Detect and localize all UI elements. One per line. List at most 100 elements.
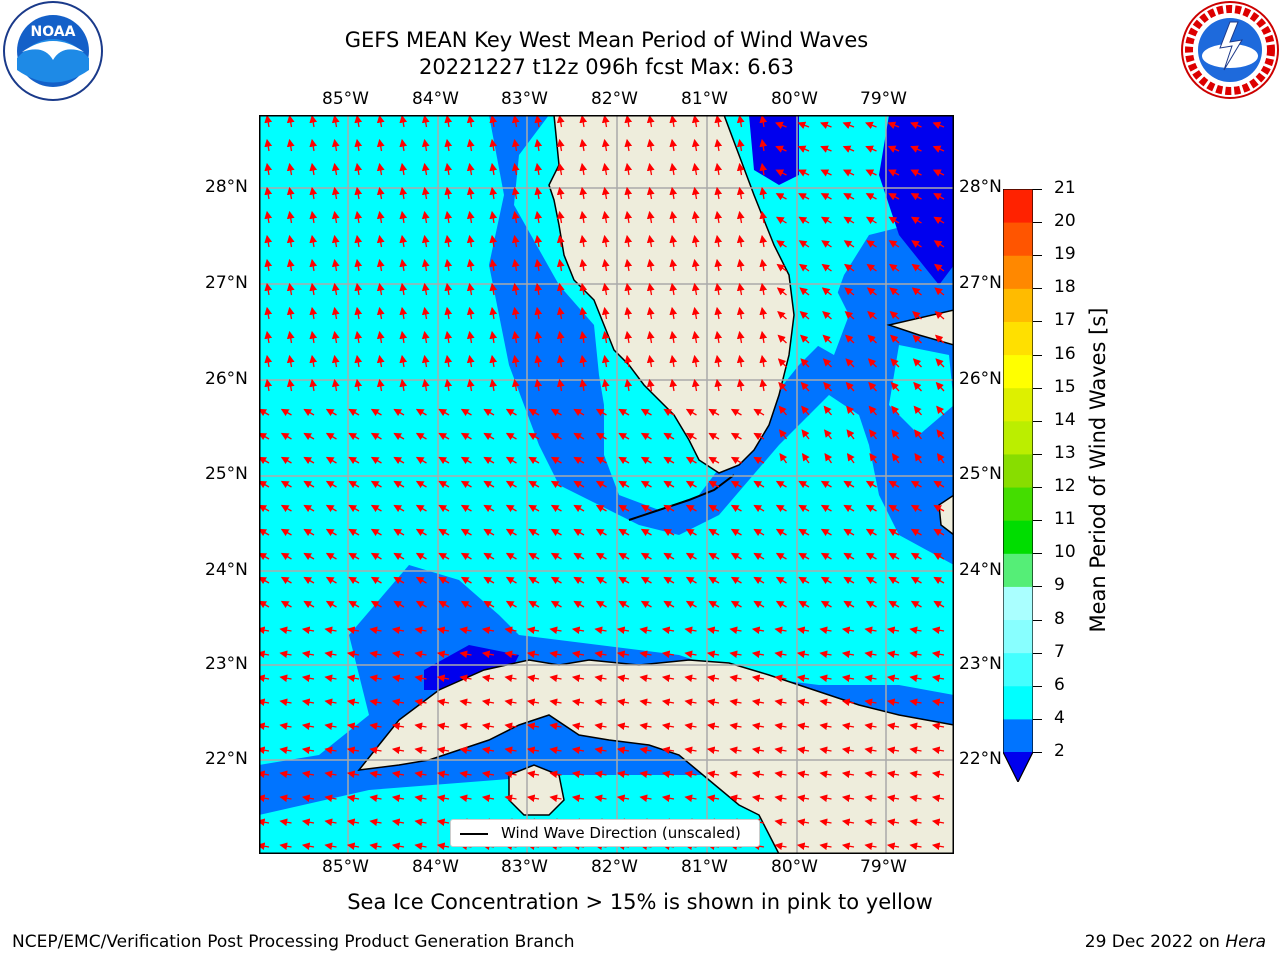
- colorbar-tick-label: 6: [1054, 674, 1065, 695]
- colorbar-tick-mark: [1033, 189, 1042, 190]
- wind-wave-arrow: [421, 258, 430, 272]
- colorbar-segment: [1003, 685, 1033, 720]
- wind-wave-arrow: [646, 186, 655, 200]
- wind-wave-arrow: [481, 674, 495, 683]
- wind-wave-arrow: [489, 330, 498, 344]
- wind-wave-arrow: [889, 311, 900, 320]
- lon-tick-bottom: 82°W: [591, 857, 638, 877]
- wind-wave-arrow: [481, 650, 495, 659]
- colorbar-tick-label: 11: [1054, 509, 1076, 530]
- wind-wave-arrow: [624, 234, 633, 248]
- wind-wave-arrow: [691, 282, 700, 296]
- wind-wave-arrow: [466, 330, 475, 344]
- wind-wave-arrow: [346, 818, 360, 827]
- wind-wave-arrow: [691, 138, 700, 152]
- wind-wave-arrow: [280, 528, 292, 537]
- wind-wave-arrow: [489, 186, 498, 200]
- wind-wave-arrow: [684, 746, 697, 755]
- colorbar-extend-triangle: [1003, 752, 1033, 782]
- wind-wave-arrow: [684, 674, 697, 683]
- wind-wave-arrow: [796, 650, 810, 659]
- colorbar-tick-label: 7: [1054, 641, 1065, 662]
- wind-wave-arrow: [646, 282, 655, 296]
- wind-wave-arrow: [346, 770, 360, 779]
- wind-wave-arrow: [931, 674, 945, 683]
- colorbar-tick-mark: [1033, 752, 1042, 753]
- wind-wave-arrow: [534, 282, 543, 296]
- wind-wave-arrow: [821, 263, 832, 272]
- wind-wave-arrow: [505, 528, 517, 537]
- wind-wave-arrow: [309, 330, 318, 344]
- wind-wave-arrow: [798, 600, 810, 609]
- wind-wave-arrow: [640, 480, 652, 489]
- wind-wave-arrow: [774, 770, 787, 779]
- wind-wave-arrow: [549, 794, 562, 803]
- wind-wave-arrow: [438, 408, 450, 417]
- wind-wave-arrow: [775, 216, 787, 225]
- wind-wave-arrow: [646, 210, 655, 224]
- wind-wave-arrow: [888, 504, 900, 513]
- wind-wave-arrow: [460, 576, 472, 585]
- wind-wave-arrow: [370, 528, 382, 537]
- wind-wave-arrow: [616, 722, 630, 731]
- lon-tick-bottom: 83°W: [501, 857, 548, 877]
- wind-wave-arrow: [279, 626, 292, 635]
- wind-wave-arrow: [759, 258, 768, 272]
- colorbar-segment: [1003, 652, 1033, 687]
- wind-wave-arrow: [933, 263, 945, 272]
- wind-wave-arrow: [774, 722, 787, 731]
- wind-wave-arrow: [640, 432, 652, 441]
- wind-wave-arrow: [913, 381, 922, 392]
- wind-wave-arrow: [303, 456, 315, 465]
- wind-wave-arrow: [391, 746, 405, 755]
- wind-wave-arrow: [376, 234, 385, 248]
- wind-wave-arrow: [736, 330, 745, 344]
- wind-wave-arrow: [639, 794, 652, 803]
- colorbar-tick-label: 14: [1054, 409, 1076, 430]
- wind-wave-arrow: [640, 504, 652, 513]
- wind-wave-arrow: [264, 354, 273, 368]
- wind-wave-arrow: [369, 842, 382, 851]
- wind-wave-arrow: [309, 138, 318, 152]
- wind-wave-arrow: [624, 306, 633, 320]
- wind-wave-arrow: [280, 480, 292, 489]
- wind-wave-arrow: [504, 650, 517, 659]
- wind-wave-arrow: [369, 770, 382, 779]
- wind-wave-arrow: [616, 626, 630, 635]
- wind-wave-arrow: [579, 282, 588, 296]
- wind-wave-arrow: [646, 115, 655, 128]
- lon-tick-bottom: 81°W: [681, 857, 728, 877]
- wind-wave-arrow: [819, 818, 832, 827]
- wind-wave-arrow: [466, 378, 475, 392]
- wind-wave-arrow: [309, 258, 318, 272]
- wind-wave-arrow: [505, 456, 517, 465]
- wind-wave-arrow: [601, 210, 610, 224]
- wind-wave-arrow: [796, 722, 810, 731]
- wind-wave-arrow: [348, 432, 360, 441]
- wind-wave-arrow: [489, 378, 498, 392]
- wind-wave-arrow: [663, 552, 675, 561]
- wind-wave-arrow: [936, 429, 945, 440]
- wind-wave-arrow: [370, 480, 382, 489]
- wind-wave-arrow: [776, 240, 787, 248]
- wind-wave-arrow: [550, 576, 562, 585]
- wind-wave-arrow: [526, 674, 540, 683]
- wind-wave-arrow: [550, 456, 562, 465]
- wind-wave-arrow: [706, 794, 720, 803]
- wind-wave-arrow: [511, 330, 520, 344]
- colorbar-tick-label: 18: [1054, 277, 1076, 298]
- colorbar-segment: [1003, 586, 1033, 621]
- wind-wave-arrow: [331, 258, 340, 272]
- wind-wave-arrow: [301, 650, 315, 659]
- wind-wave-arrow: [775, 169, 787, 177]
- wind-wave-arrow: [376, 306, 385, 320]
- wind-wave-arrow: [354, 115, 363, 128]
- wind-wave-arrow: [504, 674, 517, 683]
- wind-wave-arrow: [438, 600, 450, 609]
- wind-wave-arrow: [286, 258, 295, 272]
- wind-wave-arrow: [616, 794, 630, 803]
- wind-wave-arrow: [279, 842, 292, 851]
- wind-wave-arrow: [594, 650, 607, 659]
- wind-wave-arrow: [579, 330, 588, 344]
- wind-wave-arrow: [685, 600, 697, 609]
